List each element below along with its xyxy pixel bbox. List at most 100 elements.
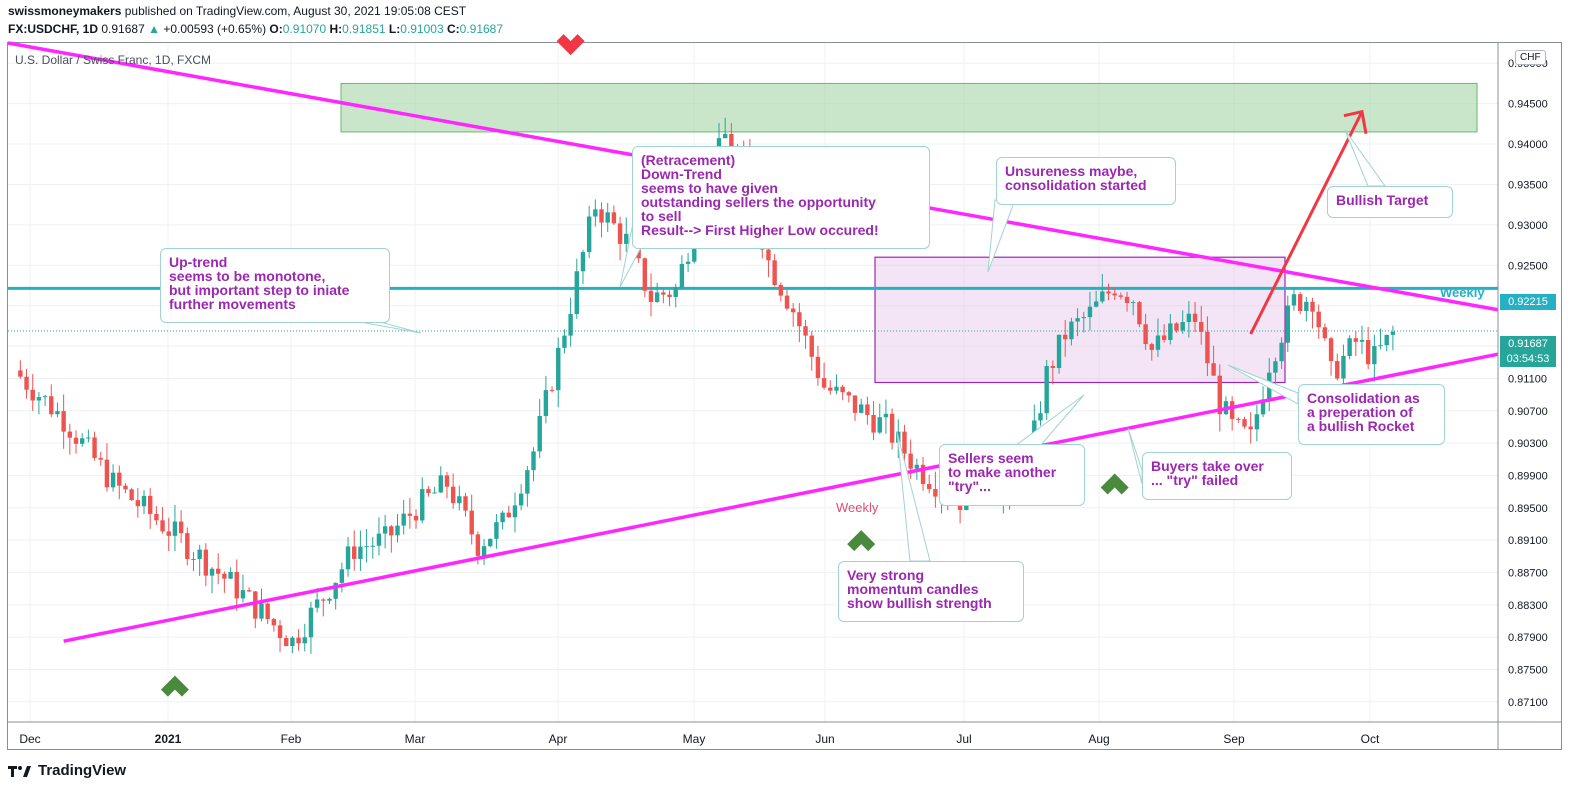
candle-body: [1310, 301, 1315, 312]
candle-body: [413, 515, 419, 521]
candle-body: [908, 453, 913, 469]
y-tick-label: 0.88700: [1508, 567, 1548, 579]
candle-body: [240, 590, 246, 599]
candle-body: [889, 413, 895, 443]
candle-body: [611, 212, 617, 224]
candle-body: [1378, 345, 1383, 347]
candle-body: [1075, 318, 1080, 322]
candle-body: [135, 500, 141, 507]
candle-body: [154, 513, 159, 521]
currency-button[interactable]: CHF: [1515, 50, 1546, 65]
candle-body: [457, 496, 462, 504]
candle-body: [1229, 401, 1235, 419]
candle-body: [222, 573, 227, 579]
candle-body: [42, 396, 48, 398]
candle-body: [438, 475, 443, 493]
candle-body: [1205, 331, 1210, 364]
candle-body: [284, 638, 289, 647]
candle-body: [1304, 301, 1309, 311]
annotation-consolidation[interactable]: Consolidation as a preperation of a bull…: [1298, 384, 1445, 445]
candle-body: [1279, 342, 1284, 362]
y-tick-label: 0.93000: [1508, 220, 1548, 232]
candle-body: [160, 520, 165, 532]
candle-body: [1353, 338, 1359, 342]
annotation-uptrend[interactable]: Up-trend seems to be monotone, but impor…: [160, 248, 390, 323]
candle-body: [512, 505, 518, 518]
candle-body: [605, 212, 610, 223]
x-tick-label: Dec: [19, 732, 40, 746]
candle-body: [370, 545, 375, 547]
y-tick-label: 0.89500: [1508, 503, 1548, 515]
projection-line: [1249, 111, 1364, 335]
candle-body: [1199, 321, 1204, 332]
candle-body: [55, 411, 60, 415]
candle-body: [1322, 327, 1328, 339]
high-label: H:: [329, 22, 343, 36]
annotation-unsureness[interactable]: Unsureness maybe, consolidation started: [996, 157, 1176, 205]
annotation-momentum[interactable]: Very strong momentum candles show bullis…: [838, 561, 1024, 622]
candle-body: [86, 437, 91, 439]
candle-body: [314, 599, 320, 608]
candle-body: [1335, 361, 1340, 379]
tradingview-logo[interactable]: TradingView: [8, 762, 126, 779]
candle-body: [531, 451, 536, 471]
callout-pointer: [359, 321, 422, 334]
projection-arrowhead: [1343, 109, 1368, 134]
callout-pointer: [896, 431, 931, 562]
candle-body: [191, 558, 196, 560]
candle-body: [475, 534, 481, 556]
candle-body: [1044, 366, 1049, 414]
candle-body: [1081, 317, 1086, 319]
candle-body: [685, 261, 691, 264]
target-zone: [340, 82, 1478, 133]
candle-body: [568, 313, 573, 336]
annotation-sellers[interactable]: Sellers seem to make another "try"...: [939, 444, 1085, 506]
candle-body: [1124, 296, 1130, 303]
candle-body: [345, 546, 351, 570]
candle-body: [203, 549, 209, 576]
candle-body: [104, 459, 110, 488]
candle-body: [920, 464, 926, 484]
weekly-level-label: Weekly: [1440, 285, 1485, 300]
current-price-tag: 0.91687: [1500, 336, 1556, 352]
candle-body: [36, 397, 42, 401]
candle-body: [1297, 294, 1303, 311]
candle-body: [141, 495, 147, 507]
arrow-up-icon: [1100, 473, 1129, 495]
y-tick-label: 0.90700: [1508, 406, 1548, 418]
candle-body: [537, 416, 542, 452]
candle-body: [61, 411, 66, 432]
candle-body: [166, 531, 171, 536]
y-tick-label: 0.94000: [1508, 139, 1548, 151]
candle-body: [67, 431, 73, 438]
candle-body: [654, 292, 660, 302]
publisher-name[interactable]: swissmoneymakers: [8, 4, 122, 18]
candle-body: [1069, 321, 1074, 340]
x-tick-label: Oct: [1361, 732, 1380, 746]
candle-body: [197, 549, 202, 559]
candle-body: [358, 546, 363, 559]
candle-body: [617, 223, 623, 244]
annotation-retracement[interactable]: (Retracement) Down-Trend seems to have g…: [632, 146, 930, 249]
candle-body: [469, 510, 474, 535]
x-tick-label: Mar: [405, 732, 426, 746]
x-tick-label: Apr: [549, 732, 568, 746]
candle-body: [1087, 306, 1093, 318]
candle-body: [797, 312, 802, 327]
candle-body: [209, 568, 215, 576]
candle-body: [117, 472, 122, 486]
candle-body: [1038, 413, 1043, 421]
symbol-label: FX:USDCHF, 1D: [8, 22, 99, 36]
candle-body: [98, 457, 103, 460]
annotation-buyers[interactable]: Buyers take over ... "try" failed: [1142, 452, 1292, 500]
candle-body: [790, 308, 796, 313]
candle-body: [1384, 334, 1389, 346]
candle-body: [1131, 302, 1136, 304]
candle-body: [543, 390, 549, 417]
candle-body: [1143, 324, 1148, 345]
candle-body: [821, 378, 827, 388]
annotation-bullish-target[interactable]: Bullish Target: [1327, 186, 1453, 218]
candle-body: [1112, 293, 1117, 296]
candle-body: [494, 522, 499, 539]
candle-body: [228, 572, 233, 579]
